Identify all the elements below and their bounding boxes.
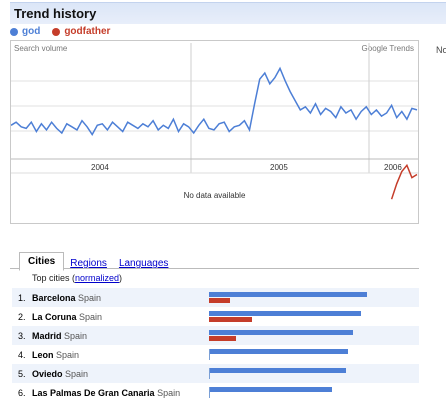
bar-god [209, 292, 367, 297]
city-rank: 4. [18, 350, 26, 360]
x-tick-label: 2004 [91, 163, 109, 172]
tab-regions[interactable]: Regions [70, 258, 107, 269]
bar-godfather [209, 317, 252, 322]
trend-chart-svg [11, 43, 418, 200]
bar-godfather [209, 336, 236, 341]
series-line-god [11, 66, 418, 136]
tab-cities[interactable]: Cities [19, 252, 65, 271]
city-rank: 3. [18, 331, 26, 341]
bar-baseline [209, 387, 210, 398]
legend: god godfather [10, 26, 110, 37]
bar-baseline [209, 368, 210, 379]
trend-history-header: Trend history [10, 2, 446, 24]
city-name: Barcelona Spain [32, 293, 102, 303]
bar-god [209, 349, 349, 354]
city-name: Las Palmas De Gran Canaria Spain [32, 388, 181, 398]
tab-bar: Cities Regions Languages [19, 252, 174, 271]
google-trends-label: Google Trends [361, 44, 414, 53]
top-cities-heading: Top cities (normalized) [32, 273, 122, 283]
series-line-godfather [390, 163, 418, 200]
search-volume-label: Search volume [14, 44, 68, 53]
table-row[interactable]: 1. Barcelona Spain [12, 288, 419, 307]
table-row[interactable]: 6. Las Palmas De Gran Canaria Spain [12, 383, 419, 402]
cropped-text: No [436, 45, 446, 55]
series-dot-icon [10, 27, 18, 36]
tab-languages[interactable]: Languages [118, 258, 169, 269]
top-cities-suffix: ) [119, 273, 123, 283]
legend-label: god [22, 26, 41, 37]
city-rank: 6. [18, 388, 26, 398]
bar-god [209, 311, 361, 316]
table-row[interactable]: 2. La Coruna Spain [12, 307, 419, 326]
legend-item-god[interactable]: god [10, 26, 40, 37]
series-dot-icon [52, 27, 61, 36]
bar-god [209, 330, 353, 335]
city-name: Madrid Spain [32, 331, 88, 341]
city-name: Leon Spain [32, 350, 80, 360]
legend-item-godfather[interactable]: godfather [52, 26, 110, 37]
bar-godfather [209, 298, 230, 303]
table-row[interactable]: 3. Madrid Spain [12, 326, 419, 345]
bar-god [209, 368, 347, 373]
bar-god [209, 387, 333, 392]
legend-label: godfather [64, 26, 111, 37]
top-cities-prefix: Top cities ( [32, 273, 76, 283]
page-title: Trend history [14, 6, 97, 21]
city-name: La Coruna Spain [32, 312, 103, 322]
trend-chart: Search volume Google Trends 2004 2005 20… [10, 40, 419, 224]
city-rank: 5. [18, 369, 26, 379]
normalized-link[interactable]: normalized [75, 273, 120, 283]
tab-divider [10, 268, 419, 269]
city-name: Oviedo Spain [32, 369, 89, 379]
no-data-message: No data available [183, 191, 246, 200]
x-tick-label: 2006 [384, 163, 402, 172]
table-row[interactable]: 5. Oviedo Spain [12, 364, 419, 383]
bar-baseline [209, 349, 210, 360]
city-rank: 1. [18, 293, 26, 303]
cities-table: 1. Barcelona Spain 2. La Coruna Spain 3. Madr… [12, 288, 419, 402]
city-rank: 2. [18, 312, 26, 322]
x-tick-label: 2005 [270, 163, 288, 172]
table-row[interactable]: 4. Leon Spain [12, 345, 419, 364]
